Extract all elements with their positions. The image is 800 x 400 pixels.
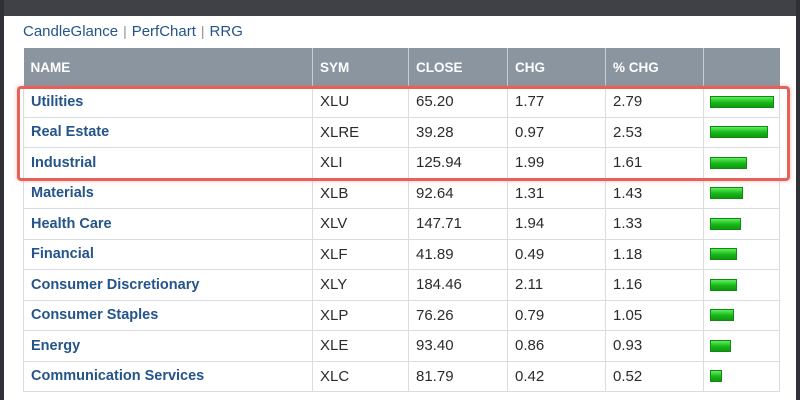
performance-bar-cell (703, 86, 780, 118)
percent-change-cell: 1.05 (605, 300, 704, 331)
window-frame-right (796, 0, 800, 400)
perfchart-link[interactable]: PerfChart (131, 22, 196, 40)
table-row[interactable]: Consumer Staples XLP 76.26 0.79 1.05 (23, 300, 780, 331)
close-cell: 39.28 (408, 117, 508, 148)
performance-bar (710, 248, 737, 261)
performance-bar-cell (703, 178, 780, 209)
chart-links: CandleGlance | PerfChart | RRG (23, 20, 243, 42)
table-row[interactable]: Communication Services XLC 81.79 0.42 0.52 (23, 361, 780, 392)
table-row[interactable]: Energy XLE 93.40 0.86 0.93 (23, 330, 780, 362)
sector-name[interactable]: Real Estate (23, 117, 313, 148)
performance-bar (710, 339, 731, 352)
percent-change-cell: 0.93 (605, 330, 704, 362)
change-cell: 1.31 (507, 178, 606, 209)
percent-change-cell: 1.61 (605, 147, 704, 179)
change-cell: 1.77 (507, 86, 606, 118)
performance-bar (710, 156, 747, 169)
table-header-row: NAME SYM CLOSE CHG % CHG (23, 48, 780, 87)
percent-change-cell: 1.18 (605, 239, 704, 270)
percent-change-cell: 2.79 (605, 86, 704, 118)
change-cell: 2.11 (507, 269, 606, 301)
symbol-cell: XLB (312, 178, 409, 209)
sector-name[interactable]: Health Care (23, 208, 313, 240)
close-cell: 41.89 (408, 239, 508, 270)
performance-bar-cell (703, 330, 780, 362)
change-cell: 1.94 (507, 208, 606, 240)
sector-performance-table: NAME SYM CLOSE CHG % CHG Utilities XLU 65.… (23, 48, 780, 392)
link-separator: | (123, 23, 127, 39)
candleglance-link[interactable]: CandleGlance (23, 22, 119, 40)
performance-bar-cell (703, 117, 780, 148)
performance-bar-cell (703, 361, 780, 392)
link-separator: | (200, 23, 205, 39)
close-cell: 92.64 (408, 178, 508, 209)
performance-bar (710, 309, 734, 322)
performance-bar-cell (703, 147, 780, 179)
performance-bar (710, 95, 774, 108)
close-cell: 76.26 (408, 300, 508, 331)
table-row[interactable]: Materials XLB 92.64 1.31 1.43 (23, 178, 780, 209)
performance-bar (710, 217, 741, 230)
symbol-cell: XLRE (312, 117, 409, 148)
symbol-cell: XLF (312, 239, 409, 270)
performance-bar (710, 370, 722, 383)
column-header-bar (703, 48, 780, 87)
percent-change-cell: 1.43 (605, 178, 704, 209)
column-header-name[interactable]: NAME (23, 48, 313, 87)
percent-change-cell: 1.33 (605, 208, 704, 240)
close-cell: 184.46 (408, 269, 508, 301)
table-row[interactable]: Real Estate XLRE 39.28 0.97 2.53 (23, 117, 780, 148)
symbol-cell: XLP (312, 300, 409, 331)
table-row[interactable]: Health Care XLV 147.71 1.94 1.33 (23, 208, 780, 240)
performance-bar (710, 187, 743, 200)
column-header-close[interactable]: CLOSE (408, 48, 508, 87)
sector-name[interactable]: Consumer Staples (23, 300, 313, 331)
table-row[interactable]: Industrial XLI 125.94 1.99 1.61 (23, 147, 780, 179)
sector-name[interactable]: Industrial (23, 147, 313, 179)
change-cell: 0.49 (507, 239, 606, 270)
top-toolbar (0, 0, 800, 16)
symbol-cell: XLU (312, 86, 409, 118)
window-frame-left (0, 0, 4, 400)
close-cell: 147.71 (408, 208, 508, 240)
performance-bar (710, 126, 768, 139)
performance-bar-cell (703, 300, 780, 331)
close-cell: 125.94 (408, 147, 508, 179)
performance-bar (710, 278, 737, 291)
sector-name[interactable]: Consumer Discretionary (23, 269, 313, 301)
rrg-link[interactable]: RRG (209, 22, 243, 40)
table-row[interactable]: Consumer Discretionary XLY 184.46 2.11 1.16 (23, 269, 780, 301)
close-cell: 81.79 (408, 361, 508, 392)
sector-name[interactable]: Materials (23, 178, 313, 209)
change-cell: 0.42 (507, 361, 606, 392)
performance-bar-cell (703, 208, 780, 240)
column-header-chg[interactable]: CHG (507, 48, 606, 87)
symbol-cell: XLV (312, 208, 409, 240)
symbol-cell: XLC (312, 361, 409, 392)
percent-change-cell: 0.52 (605, 361, 704, 392)
column-header-sym[interactable]: SYM (312, 48, 409, 87)
table-row[interactable]: Financial XLF 41.89 0.49 1.18 (23, 239, 780, 270)
sector-name[interactable]: Utilities (23, 86, 313, 118)
symbol-cell: XLI (312, 147, 409, 179)
column-header-pct-chg[interactable]: % CHG (605, 48, 704, 87)
close-cell: 65.20 (408, 86, 508, 118)
symbol-cell: XLY (312, 269, 409, 301)
percent-change-cell: 1.16 (605, 269, 704, 301)
change-cell: 1.99 (507, 147, 606, 179)
sector-name[interactable]: Energy (23, 330, 313, 362)
percent-change-cell: 2.53 (605, 117, 704, 148)
table-row[interactable]: Utilities XLU 65.20 1.77 2.79 (23, 86, 780, 118)
symbol-cell: XLE (312, 330, 409, 362)
performance-bar-cell (703, 269, 780, 301)
close-cell: 93.40 (408, 330, 508, 362)
sector-name[interactable]: Communication Services (23, 361, 313, 392)
change-cell: 0.79 (507, 300, 606, 331)
change-cell: 0.97 (507, 117, 606, 148)
sector-table-container: NAME SYM CLOSE CHG % CHG Utilities XLU 65.… (23, 48, 780, 392)
change-cell: 0.86 (507, 330, 606, 362)
sector-name[interactable]: Financial (23, 239, 313, 270)
performance-bar-cell (703, 239, 780, 270)
